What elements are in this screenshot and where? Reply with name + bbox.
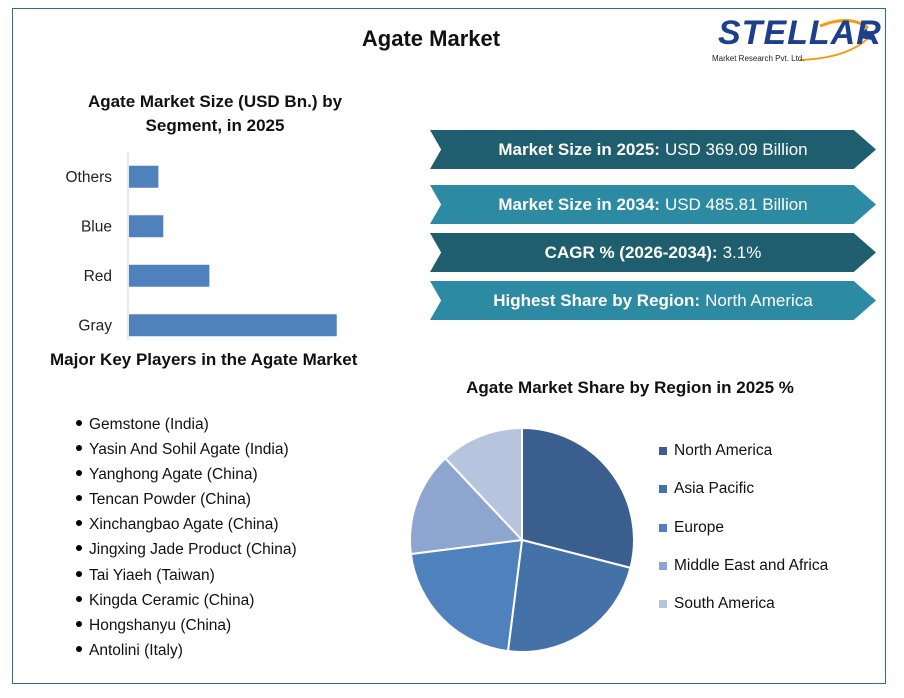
legend-label: Middle East and Africa (674, 556, 829, 574)
legend-item: South America (659, 594, 775, 614)
banner-label: CAGR % (2026-2034): (544, 242, 718, 262)
segment-bar-chart: Others Blue Red Gray (65, 152, 337, 340)
pie-chart-title: Agate Market Share by Region in 2025 % (466, 378, 794, 397)
list-item: Antolini (Italy) (76, 638, 297, 663)
pie-slice-europe (409, 538, 524, 653)
bar-category-label: Others (65, 169, 112, 186)
bullet-icon (76, 495, 82, 502)
list-item: Kingda Ceramic (China) (76, 588, 297, 613)
player-name: Yasin And Sohil Agate (India) (89, 441, 289, 459)
legend-swatch (659, 561, 667, 570)
legend-swatch (659, 485, 667, 494)
player-name: Tencan Powder (China) (89, 491, 251, 509)
bar-blue (129, 215, 164, 238)
logo-name: STELLAR (718, 14, 882, 52)
company-logo: STELLAR Market Research Pvt. Ltd. (700, 14, 882, 70)
legend-item: Asia Pacific (659, 479, 754, 499)
market-size-2034-banner: Market Size in 2034: USD 485.81 Billion (430, 185, 876, 224)
bullet-icon (76, 620, 82, 627)
list-item: Tencan Powder (China) (76, 487, 297, 512)
legend-item: Middle East and Africa (659, 556, 828, 576)
banner-value: North America (705, 290, 813, 310)
bar-category-label: Blue (81, 218, 112, 235)
banner-value: USD 485.81 Billion (664, 194, 808, 214)
list-item: Jingxing Jade Product (China) (76, 537, 297, 562)
infographic-frame (12, 8, 886, 684)
legend-label: Europe (674, 518, 724, 536)
player-name: Gemstone (India) (89, 416, 209, 433)
pie-slice-middle-east-and-africa (409, 456, 525, 556)
legend-item: Europe (659, 518, 724, 538)
bullet-icon (76, 595, 82, 602)
bar-category-label: Gray (78, 317, 112, 334)
legend-label: South America (674, 595, 775, 613)
player-name: Antolini (Italy) (89, 641, 183, 659)
region-pie-chart (409, 426, 635, 653)
pie-slice-north-america (521, 426, 635, 570)
key-players-list: Gemstone (India) Yasin And Sohil Agate (… (76, 412, 297, 663)
player-name: Yanghong Agate (China) (89, 466, 258, 484)
key-players-title: Major Key Players in the Agate Market (50, 350, 358, 369)
bar-red (129, 264, 210, 287)
bar-others (129, 165, 159, 188)
player-name: Jingxing Jade Product (China) (89, 541, 297, 559)
banner-label: Highest Share by Region: (493, 290, 701, 310)
player-name: Tai Yiaeh (Taiwan) (89, 566, 215, 584)
list-item: Xinchangbao Agate (China) (76, 512, 297, 537)
legend-swatch (659, 523, 667, 532)
pie-slice-south-america (443, 426, 523, 543)
list-item: Yasin And Sohil Agate (India) (76, 437, 297, 462)
bullet-icon (76, 445, 82, 452)
page-title: Agate Market (361, 26, 501, 51)
player-name: Xinchangbao Agate (China) (89, 516, 279, 534)
logo-tagline: Market Research Pvt. Ltd. (712, 54, 805, 63)
list-item: Tai Yiaeh (Taiwan) (76, 563, 297, 588)
legend-label: Asia Pacific (674, 480, 755, 498)
list-item: Gemstone (India) (76, 412, 297, 437)
banner-label: Market Size in 2025: (498, 139, 660, 159)
bullet-icon (76, 420, 82, 426)
legend-swatch (659, 447, 667, 455)
bullet-icon (76, 645, 82, 652)
list-item: Hongshanyu (China) (76, 613, 297, 638)
banner-value: 3.1% (722, 242, 762, 262)
bullet-icon (76, 520, 82, 527)
list-item: Yanghong Agate (China) (76, 462, 297, 487)
market-size-2025-banner: Market Size in 2025: USD 369.09 Billion (430, 130, 876, 169)
cagr-banner: CAGR % (2026-2034): 3.1% (430, 233, 876, 272)
legend-swatch (659, 600, 667, 609)
bar-category-label: Red (84, 268, 112, 285)
bullet-icon (76, 470, 82, 477)
legend-label: North America (674, 442, 773, 459)
player-name: Hongshanyu (China) (89, 616, 232, 634)
bullet-icon (76, 570, 82, 577)
pie-slice-asia-pacific (506, 538, 632, 653)
legend-item: North America (659, 441, 772, 461)
bar-chart-title: Agate Market Size (USD Bn.) by Segment, … (87, 92, 343, 135)
highest-share-banner: Highest Share by Region: North America (430, 281, 876, 320)
player-name: Kingda Ceramic (China) (89, 591, 255, 609)
banner-label: Market Size in 2034: (498, 194, 660, 214)
logo-swoosh-icon (799, 19, 872, 61)
bullet-icon (76, 545, 82, 552)
banner-value: USD 369.09 Billion (664, 139, 808, 159)
bar-gray (129, 314, 337, 337)
